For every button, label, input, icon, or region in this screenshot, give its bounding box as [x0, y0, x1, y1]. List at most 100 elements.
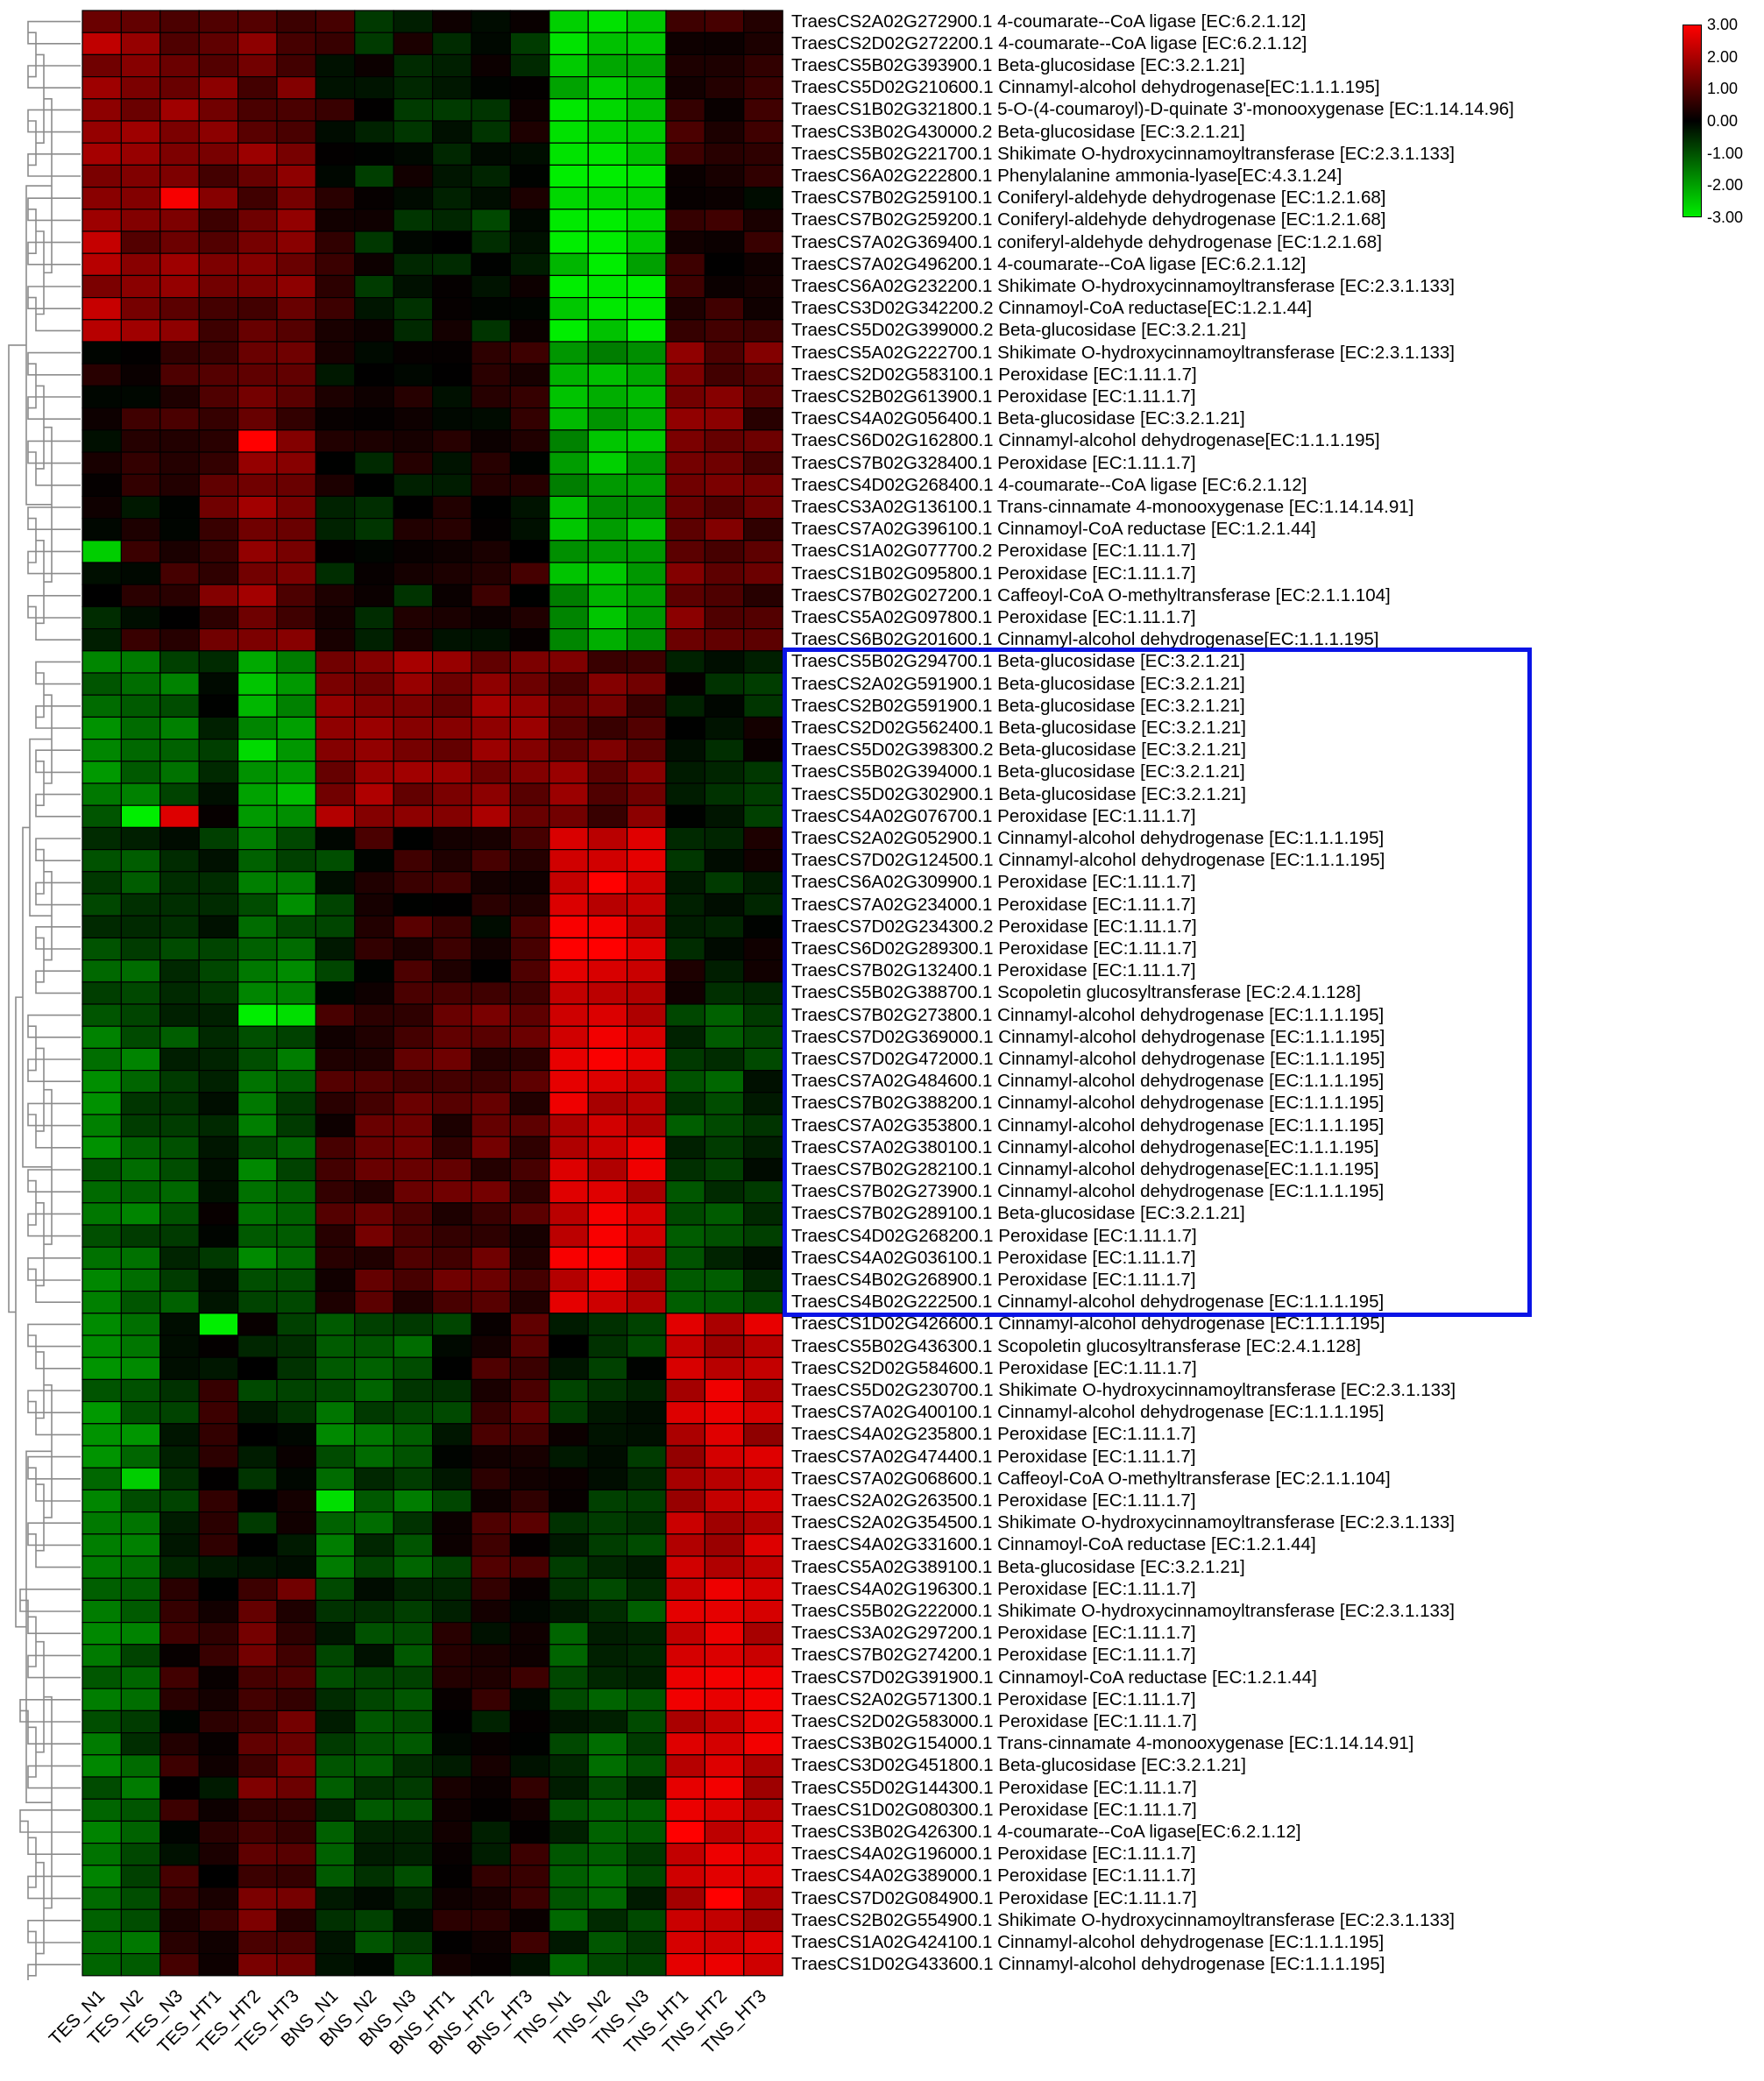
heatmap-cell — [354, 1445, 394, 1469]
heatmap-cell — [549, 1025, 589, 1049]
heatmap-cell — [471, 562, 512, 585]
heatmap-cell — [120, 252, 161, 277]
heatmap-cell — [704, 1688, 745, 1711]
heatmap-cell — [626, 826, 667, 851]
heatmap-cell — [237, 1621, 278, 1646]
heatmap-cell — [120, 274, 161, 299]
highlight-box — [783, 647, 1532, 1317]
heatmap-cell — [81, 1644, 123, 1667]
heatmap-cell — [354, 32, 394, 56]
heatmap-cell — [393, 1047, 434, 1072]
heatmap-cell — [665, 1157, 706, 1182]
heatmap-cell — [237, 1092, 278, 1115]
heatmap-cell — [549, 826, 589, 851]
row-label: TraesCS7A02G353800.1 Cinnamyl-alcohol de… — [791, 1115, 1385, 1136]
heatmap-cell — [315, 473, 356, 498]
heatmap-cell — [704, 75, 745, 100]
heatmap-cell — [81, 804, 123, 829]
heatmap-cell — [120, 1709, 161, 1734]
heatmap-cell — [626, 584, 667, 608]
heatmap-cell — [471, 1599, 512, 1624]
heatmap-cell — [471, 672, 512, 696]
heatmap-cell — [587, 1157, 628, 1182]
heatmap-cell — [471, 1025, 512, 1049]
heatmap-cell — [549, 473, 589, 498]
heatmap-cell — [471, 1776, 512, 1800]
heatmap-cell — [587, 937, 628, 961]
heatmap-cell — [276, 164, 317, 188]
heatmap-cell — [159, 981, 200, 1005]
heatmap-cell — [237, 1179, 278, 1204]
heatmap-cell — [704, 605, 745, 630]
heatmap-cell — [471, 1731, 512, 1756]
heatmap-cell — [626, 1776, 667, 1800]
heatmap-cell — [704, 871, 745, 895]
heatmap-cell — [354, 363, 394, 387]
heatmap-cell — [354, 1114, 394, 1137]
heatmap-cell — [315, 1114, 356, 1137]
heatmap-cell — [626, 1157, 667, 1182]
heatmap-cell — [432, 1644, 472, 1667]
heatmap-cell — [393, 1290, 434, 1314]
heatmap-cell — [587, 1577, 628, 1601]
heatmap-cell — [587, 297, 628, 321]
heatmap-cell — [743, 1268, 783, 1292]
heatmap-cell — [315, 407, 356, 431]
heatmap-cell — [587, 1555, 628, 1579]
heatmap-cell — [159, 1731, 200, 1756]
heatmap-cell — [704, 98, 745, 122]
heatmap-cell — [743, 1003, 783, 1027]
heatmap-cell — [81, 1688, 123, 1711]
heatmap-cell — [432, 1820, 472, 1844]
heatmap-cell — [81, 10, 123, 33]
heatmap-cell — [432, 540, 472, 563]
heatmap-cell — [315, 804, 356, 829]
heatmap-cell — [471, 10, 512, 33]
heatmap-cell — [81, 1445, 123, 1469]
heatmap-cell — [549, 209, 589, 232]
heatmap-cell — [120, 804, 161, 829]
heatmap-cell — [315, 1467, 356, 1490]
heatmap-cell — [743, 981, 783, 1005]
heatmap-cell — [393, 716, 434, 740]
heatmap-cell — [354, 297, 394, 321]
heatmap-cell — [276, 1246, 317, 1270]
heatmap-cell — [549, 1489, 589, 1513]
heatmap-cell — [509, 915, 550, 938]
row-label: TraesCS5B02G394000.1 Beta-glucosidase [E… — [791, 761, 1245, 782]
heatmap-cell — [743, 738, 783, 762]
heatmap-cell — [120, 584, 161, 608]
heatmap-cell — [198, 871, 239, 895]
heatmap-cell — [432, 98, 472, 122]
heatmap-cell — [743, 407, 783, 431]
row-label: TraesCS7B02G273800.1 Cinnamyl-alcohol de… — [791, 1004, 1385, 1025]
heatmap-cell — [549, 1069, 589, 1094]
heatmap-cell — [471, 341, 512, 365]
heatmap-cell — [198, 1334, 239, 1358]
heatmap-cell — [743, 274, 783, 299]
heatmap-cell — [120, 209, 161, 232]
heatmap-cell — [81, 363, 123, 387]
heatmap-cell — [237, 142, 278, 166]
heatmap-cell — [549, 1179, 589, 1204]
heatmap-cell — [81, 1577, 123, 1601]
heatmap-cell — [509, 1467, 550, 1490]
dendrogram-branch — [25, 185, 52, 506]
heatmap-cell — [587, 1666, 628, 1689]
heatmap-cell — [509, 407, 550, 431]
heatmap-cell — [587, 274, 628, 299]
heatmap-cell — [393, 1731, 434, 1756]
heatmap-cell — [432, 1511, 472, 1535]
heatmap-cell — [120, 627, 161, 652]
heatmap-cell — [509, 1731, 550, 1756]
heatmap-cell — [276, 1886, 317, 1910]
heatmap-cell — [315, 540, 356, 563]
heatmap-cell — [159, 10, 200, 33]
heatmap-cell — [704, 407, 745, 431]
row-label: TraesCS4B02G222500.1 Cinnamyl-alcohol de… — [791, 1292, 1385, 1313]
heatmap-cell — [159, 1114, 200, 1137]
heatmap-cell — [276, 1047, 317, 1072]
heatmap-cell — [743, 1224, 783, 1248]
heatmap-cell — [471, 1953, 512, 1977]
heatmap-cell — [743, 1930, 783, 1955]
